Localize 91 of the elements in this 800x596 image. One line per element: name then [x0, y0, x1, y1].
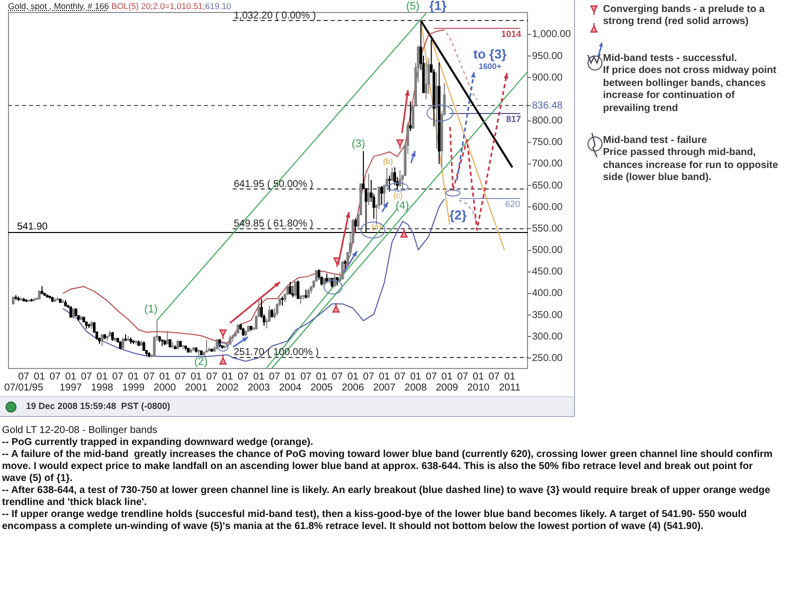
x2-tick-label: 2008 [404, 382, 428, 394]
annotation: 1600+ [478, 62, 502, 71]
x2-tick-label: 2002 [216, 382, 240, 394]
text: Mid-band test - failure Price passed through mid-band, chances increase for run to opposite side (lower blue band). [603, 135, 780, 185]
annotation: (1) [144, 303, 158, 316]
x-tick-label: 07 [394, 371, 406, 382]
x-tick-label: 07 [238, 371, 250, 382]
text: Converging bands - a prelude to a strong trend (red solid arrows) [603, 4, 766, 29]
chart-subtitle: BOL(5) 20;2.0=1,010.51;619.10 [111, 1, 232, 11]
y-tick-label: 950.00 [532, 50, 564, 62]
annotation: (b) [383, 157, 393, 166]
y-tick-label: 700.00 [532, 158, 564, 170]
text: 19 Dec 2008 15:59:48 PST (-0800) [26, 401, 170, 411]
x2-tick-label: 2005 [310, 382, 334, 394]
x-tick-label: 07 [18, 371, 30, 382]
x-tick-label: 01 [472, 371, 484, 382]
y-tick-label: 250.00 [532, 352, 564, 364]
text: -- After 638-644, a test of 730-750 at lower green channel line is likely. An early breakout (blue dashed line) to wave {3} would require break of upper orange wedge trendline and 'thick black line'. [2, 485, 772, 509]
x-tick-label: 01 [253, 371, 265, 382]
x2-tick-label: 2007 [373, 382, 396, 394]
x-tick-label: 07 [268, 371, 281, 382]
x2-tick-label: 07/01/95 [4, 382, 44, 394]
x2-tick-label: 2004 [279, 382, 302, 394]
x-tick-label: 01 [284, 371, 296, 382]
annotation: to {3} [473, 46, 507, 62]
annotation: (2) [194, 356, 208, 368]
x-tick-label: 07 [488, 371, 500, 382]
ref-line-label: 836.48 [532, 100, 564, 112]
y-tick-label: 450.00 [532, 266, 564, 278]
annotation: 1014 [501, 28, 522, 39]
x2-tick-label: 1999 [122, 382, 145, 394]
y-tick-label: 800.00 [532, 116, 564, 127]
x-tick-label: 01 [347, 371, 359, 382]
text: -- A failure of the mid-band greatly increases the chance of PoG moving toward lower blue band (currently 620), crossing lower green channel line should confirm move. I would expect price to make landfall on an ascending lower blue band at approx. 638-644. This is also the 50% fibo retrace level and break out point for wave (5) of {1}. [2, 449, 774, 485]
x2-tick-label: 2009 [436, 382, 459, 394]
y-tick-label: 900.00 [532, 72, 564, 84]
annotation: 1,032.20 ( 0.00% ) [234, 10, 316, 22]
annotation: 817 [506, 114, 522, 124]
annotation: (4) [396, 200, 410, 212]
annotation: 620 [505, 198, 520, 209]
y-tick-label: 750.00 [532, 137, 564, 148]
annotation: {2} [449, 208, 467, 222]
x2-tick-label: 2010 [467, 382, 490, 394]
text: Gold LT 12-20-08 - Bollinger bands [2, 425, 158, 437]
y-tick-label: 600.00 [532, 202, 564, 213]
x2-tick-label: 1998 [90, 382, 114, 394]
x2-tick-label: 2000 [154, 382, 176, 394]
text: -- If upper orange wedge trendline holds (succesful mid-band test), then a kiss-good-bye of the lower blue band becomes likely. A target of 541.90- 550 would encompass a complete un-winding of wave (5)'s mania at the 61.8% retrace level. It should not bottom below the lowest portion of wave (4) (541.90). [2, 509, 748, 533]
x-tick-label: 07 [426, 371, 438, 382]
x-tick-label: 01 [128, 371, 140, 382]
x2-tick-label: 2011 [498, 382, 521, 394]
y-tick-label: 550.00 [532, 223, 564, 234]
annotation: (3) [352, 138, 366, 150]
y-tick-label: 350.00 [532, 310, 564, 321]
annotation: {1} [429, 0, 447, 14]
x-tick-label: 07 [363, 371, 375, 382]
x-tick-label: 01 [159, 371, 171, 382]
x2-tick-label: 2001 [185, 382, 208, 394]
x-tick-label: 07 [80, 371, 92, 382]
x-tick-label: 01 [504, 371, 516, 382]
x2-tick-label: 2003 [248, 382, 270, 394]
x-tick-label: 01 [65, 371, 77, 382]
y-tick-label: 500.00 [532, 245, 564, 256]
y-tick-label: 650.00 [532, 180, 564, 192]
x-tick-label: 07 [332, 371, 344, 382]
x-tick-label: 07 [457, 371, 469, 382]
x-tick-label: 07 [206, 371, 218, 382]
x2-tick-label: 2006 [342, 382, 364, 394]
chart-title: Gold, spot , Monthly, # 166 [8, 1, 109, 11]
x-tick-label: 01 [34, 371, 46, 382]
y-tick-label: 400.00 [532, 288, 564, 300]
x-tick-label: 01 [410, 371, 422, 382]
annotation: (c) [393, 191, 403, 200]
annotation: (5) [406, 0, 420, 13]
text: -- PoG currently trapped in expanding downward wedge (orange). [2, 437, 314, 449]
y-tick-label: 300.00 [532, 331, 564, 342]
x-tick-label: 07 [112, 371, 124, 382]
ref-line-label: 541.90 [17, 221, 48, 232]
x2-tick-label: 1997 [60, 382, 82, 394]
y-tick-label: 1,000.00 [532, 29, 572, 40]
x-tick-label: 01 [222, 371, 234, 382]
x-tick-label: 01 [441, 371, 453, 382]
x-tick-label: 07 [174, 371, 186, 382]
x-tick-label: 07 [144, 371, 156, 382]
x-tick-label: 01 [316, 371, 328, 382]
x-tick-label: 01 [96, 371, 108, 382]
x-tick-label: 07 [300, 371, 312, 382]
x-tick-label: 01 [190, 371, 202, 382]
text: Mid-band tests - successful. If price does not cross midway point between bollinger bands, chances increase for continuation of prevailing trend [603, 53, 778, 116]
x-tick-label: 07 [49, 371, 62, 382]
x-tick-label: 01 [378, 371, 390, 382]
